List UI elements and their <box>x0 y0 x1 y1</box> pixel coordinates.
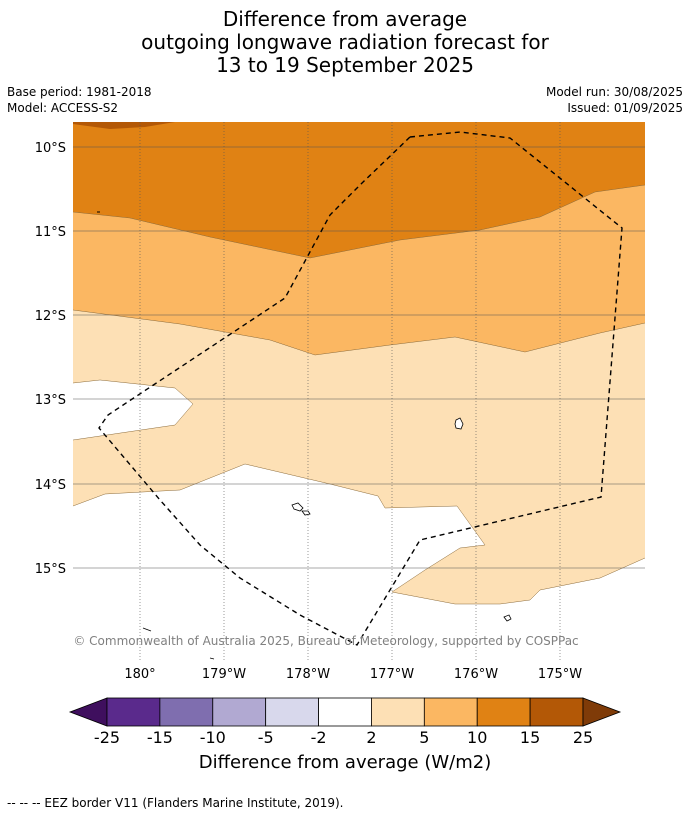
lat-label: 13°S <box>35 393 66 408</box>
base-period-text: Base period: 1981-2018 <box>7 85 152 99</box>
run-info: Model run: 30/08/2025 Issued: 01/09/2025 <box>546 84 683 116</box>
island-outlines <box>142 417 512 660</box>
colorbar-tick-label: 5 <box>419 728 429 747</box>
lon-label: 180° <box>124 667 155 682</box>
lat-label: 14°S <box>35 478 66 493</box>
map-title: Difference from average outgoing longwav… <box>0 8 690 77</box>
lon-label: 175°W <box>538 667 582 682</box>
model-run-text: Model run: 30/08/2025 <box>545 85 683 99</box>
colorbar-tick-label: -15 <box>147 728 173 747</box>
colorbar-segment <box>423 697 478 727</box>
colorbar-tick-label: 2 <box>366 728 376 747</box>
latitude-labels: 10°S 11°S 12°S 13°S 14°S 15°S <box>35 141 66 577</box>
graticule <box>73 122 645 660</box>
lat-label: 11°S <box>35 225 66 240</box>
longitude-labels: 180° 179°W 178°W 177°W 176°W 175°W <box>124 667 582 682</box>
lat-label: 10°S <box>35 141 66 156</box>
colorbar-segment <box>318 697 372 727</box>
colorbar-tick-label: 15 <box>520 728 540 747</box>
model-name-text: Model: ACCESS-S2 <box>7 101 119 115</box>
lat-label: 15°S <box>35 562 66 577</box>
colorbar: -25 -15 -10 -5 -2 2 5 10 15 25 <box>68 697 622 747</box>
colorbar-tick-label: -25 <box>94 728 120 747</box>
model-info: Base period: 1981-2018 Model: ACCESS-S2 <box>7 84 152 116</box>
colorbar-tick-label: 10 <box>467 728 487 747</box>
colorbar-label: Difference from average (W/m2) <box>198 752 492 773</box>
lat-label: 12°S <box>35 309 66 324</box>
colorbar-segment <box>476 697 531 727</box>
lon-label: 178°W <box>286 667 330 682</box>
colorbar-extension-high <box>582 697 622 727</box>
island-shape <box>503 614 512 622</box>
island-shape <box>209 657 215 660</box>
colorbar-segment <box>212 697 267 727</box>
island-shape <box>291 502 304 512</box>
colorbar-tick-label: -2 <box>311 728 327 747</box>
island-shape <box>454 417 464 430</box>
anomaly-band-10-15 <box>73 122 645 258</box>
colorbar-segment <box>371 697 425 727</box>
colorbar-tick-label: 25 <box>573 728 593 747</box>
eez-footnote: -- -- -- EEZ border V11 (Flanders Marine… <box>7 796 344 810</box>
title-line-2: outgoing longwave radiation forecast for <box>141 30 549 54</box>
island-shape <box>301 510 311 516</box>
title-line-1: Difference from average <box>222 7 468 31</box>
anomaly-band-15-25 <box>73 122 175 129</box>
map-area: © Commonwealth of Australia 2025, Bureau… <box>73 122 645 660</box>
colorbar-tick-label: -10 <box>200 728 226 747</box>
colorbar-segment <box>106 697 161 727</box>
island-shape <box>142 627 152 632</box>
colorbar-tick-label: -5 <box>258 728 274 747</box>
lon-label: 176°W <box>454 667 498 682</box>
title-line-3: 13 to 19 September 2025 <box>216 53 474 77</box>
lon-label: 179°W <box>202 667 246 682</box>
colorbar-segment <box>529 697 584 727</box>
lon-label: 177°W <box>370 667 414 682</box>
colorbar-segment <box>159 697 214 727</box>
copyright-text: © Commonwealth of Australia 2025, Bureau… <box>73 634 578 648</box>
colorbar-extension-low <box>68 697 108 727</box>
colorbar-segment <box>265 697 319 727</box>
issued-date-text: Issued: 01/09/2025 <box>567 101 683 115</box>
contour-lines <box>73 184 645 605</box>
eez-border <box>98 131 623 646</box>
